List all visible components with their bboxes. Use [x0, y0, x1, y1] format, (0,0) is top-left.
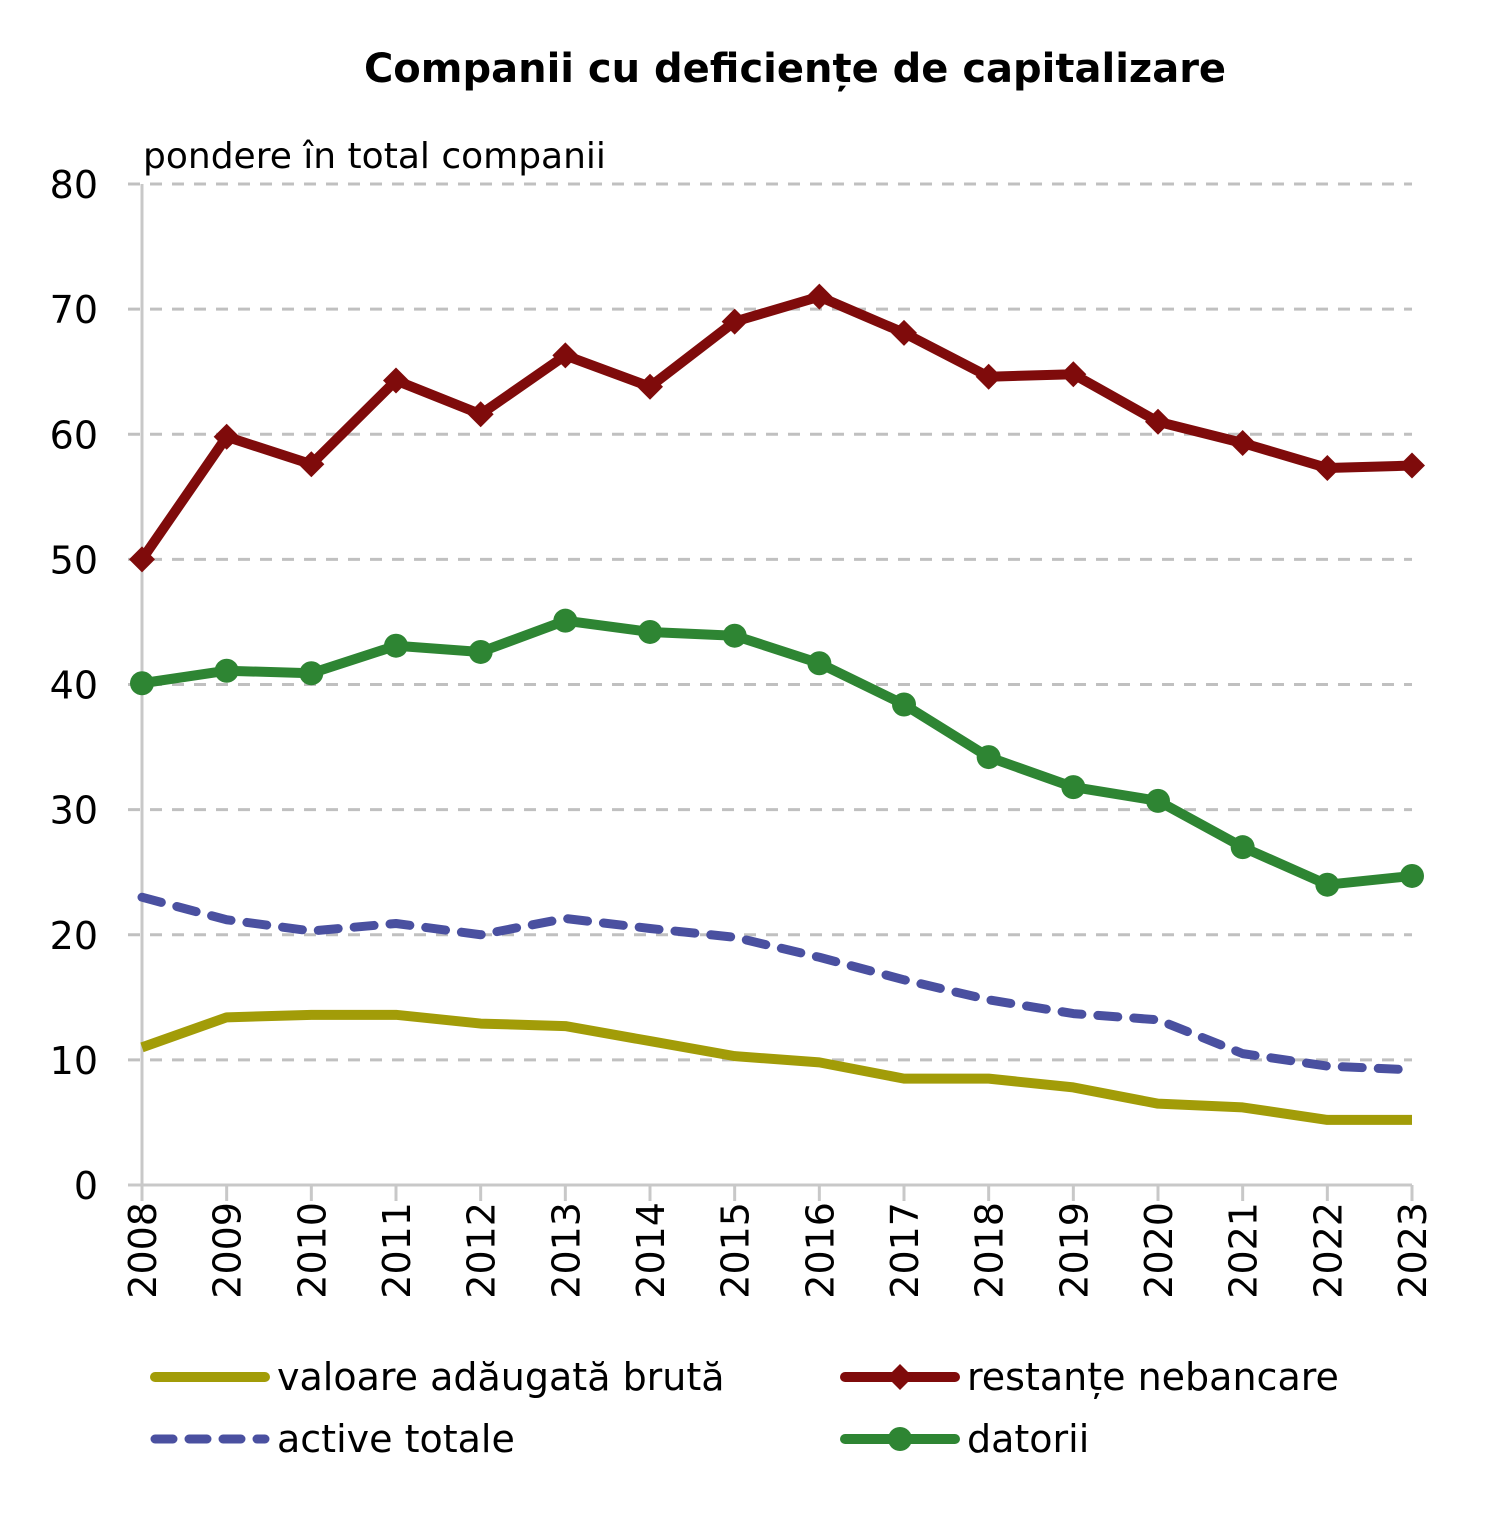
x-tick-label: 2020 [1137, 1202, 1181, 1299]
x-tick-label: 2012 [460, 1202, 504, 1299]
series-active-totale [137, 892, 1417, 1075]
legend-label: active totale [277, 1417, 515, 1461]
legend-item: active totale [150, 1417, 515, 1461]
data-point [1400, 863, 1424, 888]
y-tick-label: 20 [50, 914, 98, 958]
data-point [1061, 775, 1086, 800]
data-point [1146, 788, 1170, 813]
data-point [298, 451, 325, 478]
data-point [553, 608, 578, 633]
x-tick-label: 2010 [290, 1202, 334, 1299]
data-point [552, 342, 579, 369]
y-tick-labels: 0 10 20 30 40 50 60 70 80 [50, 163, 98, 1208]
series-restanțe-nebancare [129, 283, 1425, 573]
data-point [891, 319, 917, 346]
data-point [975, 363, 1002, 390]
data-point [129, 546, 155, 573]
x-tick-label: 2008 [121, 1202, 165, 1299]
x-tick-label: 2018 [968, 1202, 1012, 1299]
y-tick-label: 30 [50, 789, 98, 833]
data-point [721, 308, 748, 335]
legend-marker [887, 1364, 913, 1390]
data-point [1060, 361, 1087, 388]
x-tick-label: 2022 [1306, 1202, 1350, 1299]
data-point [383, 367, 409, 394]
data-point [807, 651, 832, 676]
x-tick-label: 2023 [1391, 1202, 1435, 1299]
data-point [638, 619, 662, 644]
legend-marker [888, 1427, 912, 1451]
series-datorii [130, 608, 1424, 897]
data-point [722, 623, 747, 648]
y-tick-label: 70 [50, 288, 98, 332]
data-point [1229, 430, 1256, 457]
chart-title: Companii cu deficiențe de capitalizare [364, 46, 1226, 92]
data-point [467, 401, 494, 428]
y-tick-label: 60 [50, 413, 98, 457]
series-line [140, 1009, 1412, 1125]
data-point [384, 633, 408, 658]
series-line [137, 291, 1413, 563]
x-tick-label: 2014 [629, 1202, 673, 1299]
data-point [1230, 835, 1255, 860]
legend-item: datorii [840, 1417, 1089, 1461]
data-point [806, 283, 833, 310]
legend-item: valoare adăugată brută [150, 1355, 725, 1399]
y-tick-label: 0 [74, 1164, 98, 1208]
x-tick-label: 2016 [798, 1202, 842, 1299]
y-tick-label: 40 [50, 664, 98, 708]
legend-item: restanțe nebancare [840, 1355, 1339, 1399]
data-point [1315, 872, 1340, 897]
x-tick-label: 2011 [375, 1202, 419, 1299]
legend-label: datorii [967, 1417, 1089, 1461]
y-axis-label: pondere în total companii [143, 136, 606, 177]
series-line [141, 615, 1413, 890]
legend-label: restanțe nebancare [967, 1355, 1339, 1399]
x-tick-label: 2021 [1222, 1202, 1266, 1299]
data-point [213, 423, 240, 450]
series-line [137, 892, 1417, 1075]
y-tick-label: 80 [50, 163, 98, 207]
x-tick-label: 2015 [714, 1202, 758, 1299]
data-point [299, 661, 324, 686]
data-point [130, 671, 154, 696]
x-tick-label: 2017 [883, 1202, 927, 1299]
y-tick-label: 50 [50, 538, 98, 582]
data-point [214, 658, 239, 683]
x-tick-labels: 2008 2009 2010 2011 2012 2013 2014 2015 2016 2017… [121, 1202, 1435, 1299]
series-group [129, 283, 1425, 1125]
x-tick-label: 2009 [206, 1202, 250, 1299]
data-point [892, 692, 916, 717]
legend-label: valoare adăugată brută [277, 1355, 725, 1399]
x-tick-label: 2019 [1052, 1202, 1096, 1299]
x-tick-label: 2013 [544, 1202, 588, 1299]
legend: valoare adăugată brută restanțe nebancare… [150, 1355, 1339, 1461]
data-point [1314, 455, 1341, 482]
data-point [637, 373, 663, 400]
y-tick-label: 10 [50, 1039, 98, 1083]
data-point [976, 745, 1001, 770]
data-point [468, 639, 493, 664]
data-point [1399, 452, 1425, 479]
series-valoare-adăugată-brută [140, 1009, 1412, 1125]
data-point [1145, 408, 1171, 435]
